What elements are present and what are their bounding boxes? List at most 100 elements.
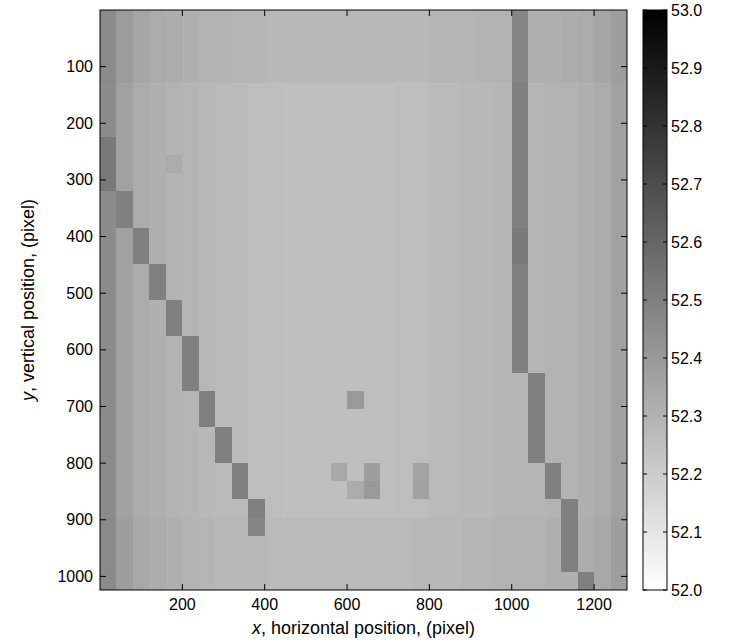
heatmap-cell: [578, 373, 595, 392]
heatmap-cell: [462, 445, 479, 464]
heatmap-cell: [396, 173, 413, 192]
heatmap-cell: [314, 246, 331, 265]
heatmap-cell: [199, 445, 216, 464]
heatmap-cell: [133, 83, 150, 102]
heatmap-cell: [561, 445, 578, 464]
heatmap-cell: [166, 191, 183, 210]
heatmap-cell: [578, 246, 595, 265]
heatmap-cell: [149, 209, 166, 228]
heatmap-cell: [528, 246, 545, 265]
heatmap-cell: [248, 499, 265, 518]
heatmap-cell: [298, 10, 315, 29]
heatmap-cell: [429, 10, 446, 29]
heatmap-cell: [594, 246, 611, 265]
heatmap-cell: [281, 137, 298, 156]
heatmap-cell: [347, 445, 364, 464]
heatmap-cell: [166, 481, 183, 500]
heatmap-cell: [528, 373, 545, 392]
heatmap-cell: [149, 536, 166, 555]
heatmap-cell: [265, 155, 282, 174]
heatmap-cell: [232, 427, 249, 446]
heatmap-cell: [347, 373, 364, 392]
heatmap-cell: [561, 391, 578, 410]
heatmap-cell: [479, 228, 496, 247]
heatmap-cell: [561, 64, 578, 83]
heatmap-cell: [578, 318, 595, 337]
heatmap-cell: [347, 209, 364, 228]
heatmap-cell: [429, 391, 446, 410]
heatmap-cell: [298, 246, 315, 265]
heatmap-cell: [396, 481, 413, 500]
heatmap-cell: [611, 409, 627, 428]
heatmap-cell: [314, 481, 331, 500]
heatmap-cell: [578, 427, 595, 446]
heatmap-cell: [215, 101, 232, 120]
heatmap-cell: [528, 554, 545, 573]
heatmap-cell: [182, 409, 199, 428]
heatmap-cell: [545, 28, 562, 47]
heatmap-cell: [116, 481, 133, 500]
heatmap-cell: [495, 445, 512, 464]
heatmap-cell: [331, 228, 348, 247]
heatmap-cell: [446, 463, 463, 482]
heatmap-cell: [578, 191, 595, 210]
heatmap-cell: [446, 282, 463, 301]
colorbar-tick: [643, 474, 647, 475]
heatmap-cell: [446, 137, 463, 156]
heatmap-cell: [446, 191, 463, 210]
heatmap-cell: [149, 64, 166, 83]
heatmap-cell: [429, 137, 446, 156]
heatmap-cell: [199, 572, 216, 590]
heatmap-cell: [545, 373, 562, 392]
colorbar-tick: [663, 10, 667, 11]
heatmap-cell: [265, 300, 282, 319]
heatmap-cell: [561, 300, 578, 319]
heatmap-cell: [116, 10, 133, 29]
heatmap-cell: [331, 191, 348, 210]
heatmap-cell: [396, 137, 413, 156]
heatmap-cell: [331, 137, 348, 156]
heatmap-cell: [413, 427, 430, 446]
y-tick: [100, 463, 106, 464]
x-tick: [511, 584, 512, 590]
heatmap-cell: [545, 300, 562, 319]
heatmap-cell: [594, 28, 611, 47]
heatmap-cell: [182, 318, 199, 337]
heatmap-cell: [215, 481, 232, 500]
heatmap-cell: [232, 318, 249, 337]
heatmap-cell: [396, 209, 413, 228]
heatmap-cell: [446, 572, 463, 590]
heatmap-cell: [182, 572, 199, 590]
heatmap-cell: [265, 336, 282, 355]
heatmap-cell: [248, 554, 265, 573]
heatmap-cell: [578, 10, 595, 29]
heatmap-cell: [265, 318, 282, 337]
heatmap-cell: [116, 391, 133, 410]
heatmap-cell: [611, 391, 627, 410]
heatmap-cell: [100, 282, 117, 301]
heatmap-cell: [265, 427, 282, 446]
heatmap-cell: [314, 300, 331, 319]
heatmap-cell: [281, 228, 298, 247]
heatmap-cell: [100, 137, 117, 156]
heatmap-cell: [512, 481, 529, 500]
heatmap-cell: [512, 409, 529, 428]
heatmap-cell: [166, 318, 183, 337]
heatmap-cell: [331, 300, 348, 319]
heatmap-cell: [100, 481, 117, 500]
heatmap-cell: [512, 28, 529, 47]
heatmap-cell: [429, 536, 446, 555]
heatmap-cell: [331, 499, 348, 518]
heatmap-cell: [215, 137, 232, 156]
heatmap-cell: [149, 373, 166, 392]
heatmap-cell: [462, 373, 479, 392]
heatmap-cell: [265, 481, 282, 500]
heatmap-cell: [479, 300, 496, 319]
heatmap-cell: [545, 246, 562, 265]
colorbar-tick: [643, 300, 647, 301]
heatmap-cell: [347, 246, 364, 265]
heatmap-cell: [512, 209, 529, 228]
heatmap-cell: [528, 10, 545, 29]
heatmap-cell: [331, 427, 348, 446]
colorbar-tick: [663, 300, 667, 301]
